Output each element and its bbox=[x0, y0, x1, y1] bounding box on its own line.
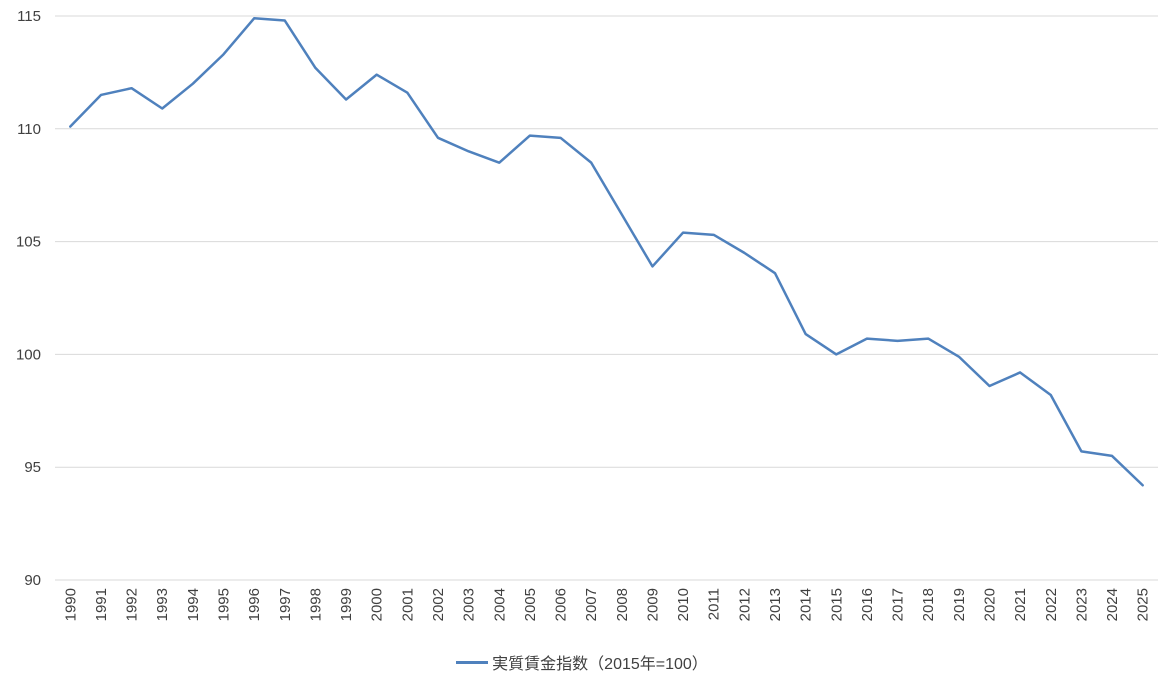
x-axis-tick-label: 1999 bbox=[338, 588, 355, 621]
x-axis-tick-label: 2022 bbox=[1043, 588, 1060, 621]
x-axis-tick-label: 2011 bbox=[706, 588, 723, 620]
x-axis-tick-label: 1998 bbox=[307, 588, 324, 621]
x-axis-tick-label: 1997 bbox=[277, 588, 294, 621]
x-axis-tick-label: 2010 bbox=[675, 588, 692, 621]
x-axis-tick-label: 2021 bbox=[1012, 588, 1029, 621]
x-axis-tick-label: 2008 bbox=[614, 588, 631, 621]
x-axis-tick-label: 1996 bbox=[246, 588, 263, 621]
x-axis-tick-label: 2009 bbox=[644, 588, 661, 621]
chart-plot-area: 90 95 100 105 110 115 1990 1991 1992 1993 1994 1995… bbox=[16, 8, 1158, 621]
x-axis-tick-label: 1991 bbox=[93, 588, 110, 621]
x-axis-tick-label: 1994 bbox=[185, 588, 202, 621]
x-axis-tick-label: 2002 bbox=[430, 588, 447, 621]
x-axis-tick-label: 2013 bbox=[767, 588, 784, 621]
x-axis-tick-label: 2023 bbox=[1073, 588, 1090, 621]
series-line bbox=[69, 17, 1144, 487]
x-axis-tick-label: 2016 bbox=[859, 588, 876, 621]
x-axis-tick-label: 2003 bbox=[461, 588, 478, 621]
x-axis-tick-label: 2007 bbox=[583, 588, 600, 621]
y-axis-tick-label: 90 bbox=[24, 572, 41, 589]
x-axis-tick-label: 2020 bbox=[981, 588, 998, 621]
x-axis-tick-label: 1992 bbox=[124, 588, 141, 621]
legend-line-swatch bbox=[456, 660, 489, 664]
y-axis-tick-label: 110 bbox=[17, 121, 41, 138]
y-axis-tick-label: 105 bbox=[16, 234, 41, 251]
x-axis-tick-label: 2019 bbox=[951, 588, 968, 621]
x-axis-tick-label: 1993 bbox=[154, 588, 171, 621]
x-axis-tick-label: 2005 bbox=[522, 588, 539, 621]
legend-label: 実質賃金指数（2015年=100） bbox=[492, 656, 708, 673]
x-axis-tick-label: 2000 bbox=[369, 588, 386, 621]
y-axis-tick-label: 95 bbox=[24, 459, 41, 476]
x-axis-tick-label: 2025 bbox=[1135, 588, 1152, 621]
x-axis-tick-label: 2024 bbox=[1104, 588, 1121, 621]
x-axis-tick-label: 2004 bbox=[491, 588, 508, 621]
y-axis-tick-label: 100 bbox=[16, 346, 41, 363]
x-axis-tick-label: 2001 bbox=[399, 588, 416, 621]
x-axis-tick-label: 2014 bbox=[798, 588, 815, 621]
y-axis-tick-label: 115 bbox=[17, 8, 41, 25]
x-axis-tick-label: 2017 bbox=[890, 588, 907, 621]
x-axis-tick-label: 1990 bbox=[62, 588, 79, 621]
x-axis-tick-label: 2012 bbox=[736, 588, 753, 621]
x-axis-tick-label: 2006 bbox=[553, 588, 570, 621]
x-axis-tick-label: 2018 bbox=[920, 588, 937, 621]
x-axis-tick-label: 1995 bbox=[216, 588, 233, 621]
chart-legend: 実質賃金指数（2015年=100） bbox=[0, 650, 1164, 674]
x-axis-tick-label: 2015 bbox=[828, 588, 845, 621]
